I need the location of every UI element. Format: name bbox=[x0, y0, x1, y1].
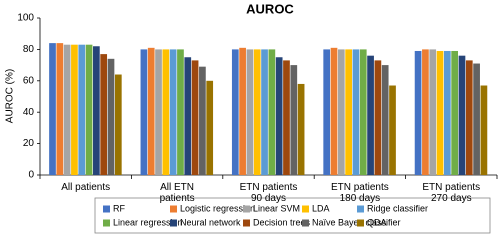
bar bbox=[323, 49, 331, 175]
bar bbox=[381, 65, 389, 175]
bar bbox=[261, 49, 268, 175]
legend-swatch bbox=[103, 219, 110, 227]
legend-label: Neural network bbox=[180, 217, 241, 227]
bar bbox=[93, 46, 100, 176]
legend-swatch bbox=[243, 219, 250, 227]
bar bbox=[155, 49, 162, 175]
legend-swatch bbox=[170, 205, 177, 213]
bar bbox=[147, 47, 155, 175]
bar bbox=[114, 74, 122, 175]
bar bbox=[290, 65, 298, 175]
x-tick-label: ETN patients 180 days bbox=[330, 182, 389, 204]
bar bbox=[473, 63, 480, 175]
legend-swatch bbox=[302, 205, 309, 213]
y-tick-label: 0 bbox=[28, 170, 34, 181]
bar bbox=[345, 49, 352, 175]
bar bbox=[451, 50, 459, 175]
bar bbox=[374, 60, 382, 175]
legend-swatch bbox=[302, 219, 309, 227]
bar bbox=[49, 43, 56, 176]
legend-label: Ridge classifier bbox=[367, 203, 428, 213]
bar bbox=[206, 80, 214, 175]
bar bbox=[429, 49, 437, 175]
legend-swatch bbox=[357, 219, 364, 227]
legend-swatch bbox=[243, 205, 250, 213]
bar bbox=[239, 47, 246, 175]
bar bbox=[177, 49, 184, 175]
bar bbox=[231, 49, 239, 175]
bar bbox=[414, 50, 422, 175]
y-axis-label: AUROC (%) bbox=[5, 69, 16, 123]
bar bbox=[436, 50, 444, 175]
bar bbox=[297, 83, 305, 175]
legend-box bbox=[94, 197, 491, 234]
y-tick-label: 60 bbox=[23, 75, 35, 86]
chart-title: AUROC bbox=[246, 1, 294, 16]
bar bbox=[443, 50, 451, 175]
bar bbox=[283, 60, 290, 175]
bar bbox=[352, 49, 360, 175]
bar bbox=[78, 44, 86, 175]
legend-label: Linear regression bbox=[113, 217, 183, 227]
legend-label: Logistic regression bbox=[180, 203, 255, 213]
legend-swatch bbox=[357, 205, 364, 213]
legend-label: Naïve Bayes classifier bbox=[312, 217, 401, 227]
bar bbox=[458, 55, 466, 175]
bar bbox=[169, 49, 177, 175]
bar bbox=[253, 49, 261, 175]
bar bbox=[85, 44, 93, 175]
y-tick-label: 20 bbox=[23, 138, 35, 149]
bar bbox=[246, 49, 254, 175]
bar bbox=[107, 58, 115, 175]
bar bbox=[268, 49, 276, 175]
bar bbox=[389, 85, 396, 175]
bar bbox=[465, 60, 473, 175]
legend-label: Linear SVM bbox=[253, 203, 300, 213]
y-tick-label: 80 bbox=[23, 44, 35, 55]
legend-label: QDA bbox=[367, 217, 387, 227]
bar bbox=[184, 57, 192, 175]
x-tick-label: All ETN patients bbox=[159, 182, 195, 204]
y-tick-label: 40 bbox=[23, 107, 35, 118]
legend-swatch bbox=[103, 205, 110, 213]
legend-label: LDA bbox=[312, 203, 330, 213]
bar bbox=[422, 49, 429, 175]
bar bbox=[330, 47, 338, 175]
bar bbox=[337, 49, 345, 175]
legend-swatch bbox=[170, 219, 177, 227]
bar bbox=[71, 44, 78, 175]
bar bbox=[63, 44, 71, 175]
bar bbox=[100, 54, 108, 175]
bar bbox=[367, 55, 374, 175]
bar bbox=[140, 49, 148, 175]
bar bbox=[191, 60, 199, 175]
bar bbox=[199, 66, 206, 175]
bar bbox=[480, 85, 488, 175]
bar bbox=[162, 49, 170, 175]
x-tick-label: ETN patients 270 days bbox=[422, 182, 481, 204]
legend-label: RF bbox=[113, 203, 125, 213]
legend-label: Decision trees bbox=[253, 217, 311, 227]
x-tick-label: All patients bbox=[61, 182, 111, 193]
bar bbox=[359, 49, 367, 175]
y-tick-label: 100 bbox=[17, 13, 34, 24]
bar bbox=[275, 57, 283, 175]
x-tick-label: ETN patients 90 days bbox=[239, 182, 298, 204]
bar bbox=[56, 43, 64, 176]
